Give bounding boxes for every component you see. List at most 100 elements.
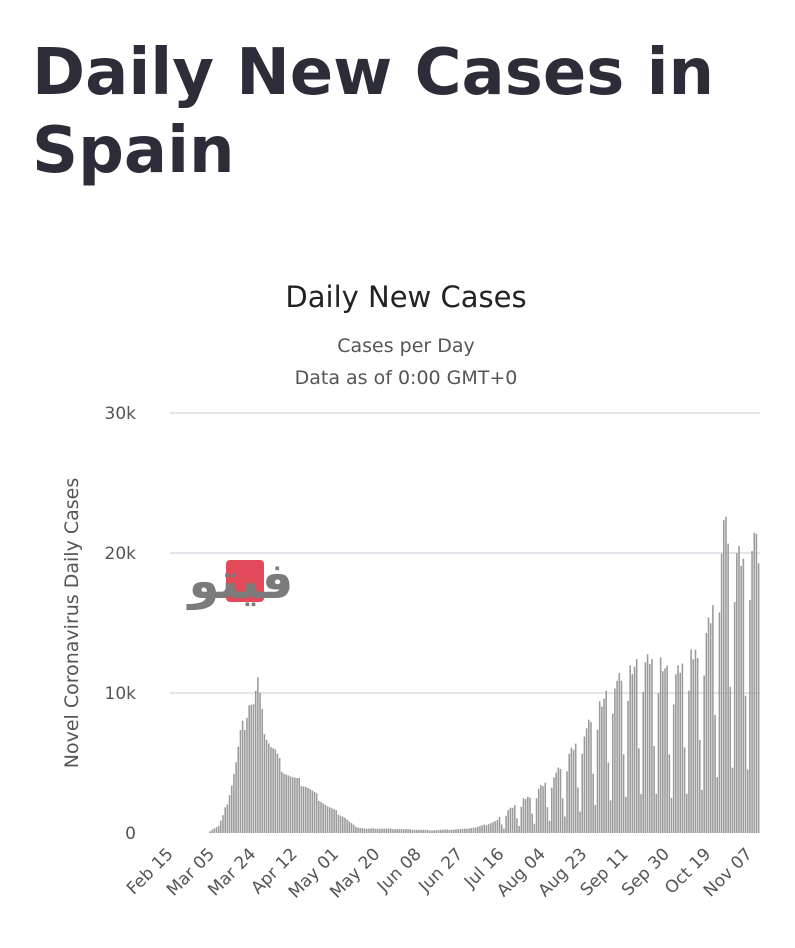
bar — [551, 787, 553, 833]
bar — [496, 820, 499, 833]
bar — [568, 753, 570, 833]
bar — [546, 807, 549, 833]
x-tick-label: Jun 27 — [414, 844, 467, 897]
bar — [557, 767, 560, 833]
bar — [363, 828, 366, 833]
bar — [516, 818, 518, 833]
bar — [437, 829, 440, 833]
bar — [640, 794, 642, 833]
bar — [409, 829, 412, 833]
bar — [685, 793, 688, 833]
bar — [577, 787, 579, 833]
bar — [291, 777, 294, 833]
bar — [294, 777, 296, 833]
bar — [228, 795, 231, 833]
bar — [755, 533, 758, 833]
bar — [740, 565, 742, 833]
bar — [359, 827, 361, 833]
bar — [542, 786, 544, 833]
bar — [720, 553, 723, 833]
bar — [407, 829, 409, 833]
bar — [544, 782, 547, 833]
bar — [300, 786, 303, 833]
bar — [611, 713, 614, 833]
bar — [402, 829, 405, 833]
bar — [646, 654, 649, 833]
bar — [211, 829, 213, 833]
bar — [705, 632, 708, 833]
bar — [603, 698, 605, 833]
bar — [326, 806, 329, 833]
bar — [444, 829, 446, 833]
x-tick-label: Jun 08 — [373, 844, 426, 897]
bar — [605, 690, 607, 833]
bar — [379, 828, 381, 833]
bar — [570, 747, 573, 833]
bar — [731, 767, 734, 833]
bar — [398, 829, 401, 833]
bar — [372, 828, 375, 833]
bar — [703, 675, 705, 833]
bar — [503, 828, 505, 833]
bar — [348, 821, 351, 833]
bar — [442, 829, 444, 833]
bar — [479, 826, 481, 833]
bar — [252, 704, 255, 833]
bar — [714, 714, 716, 833]
bar — [313, 791, 316, 833]
bar — [522, 798, 525, 833]
bar — [683, 747, 686, 833]
bar — [339, 815, 342, 833]
bar — [213, 828, 216, 833]
bar — [411, 829, 414, 833]
bar — [267, 743, 270, 833]
bar — [585, 728, 588, 833]
bar — [524, 799, 527, 833]
bar — [324, 804, 327, 833]
bar — [257, 677, 259, 833]
bar — [361, 828, 364, 833]
bar — [537, 788, 540, 833]
bar — [448, 829, 451, 833]
y-tick-label: 10k — [105, 684, 137, 704]
bar — [261, 709, 264, 833]
bar — [725, 516, 727, 833]
bar — [583, 736, 586, 833]
bar — [648, 663, 651, 833]
bar — [596, 729, 599, 833]
bar — [337, 814, 340, 833]
bar — [405, 829, 407, 833]
bar — [642, 691, 645, 833]
bar — [237, 746, 240, 833]
bar — [625, 796, 627, 833]
bar — [548, 820, 551, 833]
bar — [701, 789, 703, 833]
y-tick-labels: 0 10k 20k 30k — [105, 404, 137, 844]
bar — [381, 828, 383, 833]
bar — [614, 688, 616, 833]
bar — [392, 829, 394, 833]
bar — [490, 823, 492, 833]
bar — [736, 553, 738, 833]
bar — [298, 777, 301, 833]
bar — [439, 829, 442, 833]
bar — [540, 785, 542, 833]
bar — [209, 831, 211, 833]
bar — [670, 798, 673, 833]
bar — [746, 769, 749, 833]
bar — [696, 658, 699, 833]
bar — [638, 748, 640, 833]
bar — [281, 771, 283, 833]
bar — [535, 798, 538, 833]
bar — [566, 771, 568, 833]
bar — [505, 815, 507, 833]
bar — [709, 623, 712, 833]
bar — [254, 690, 257, 833]
bar — [230, 785, 233, 833]
bar — [328, 807, 331, 833]
bar — [588, 719, 590, 833]
bar — [749, 599, 751, 833]
bar — [365, 828, 368, 833]
bar — [738, 545, 740, 833]
bar — [620, 680, 623, 833]
